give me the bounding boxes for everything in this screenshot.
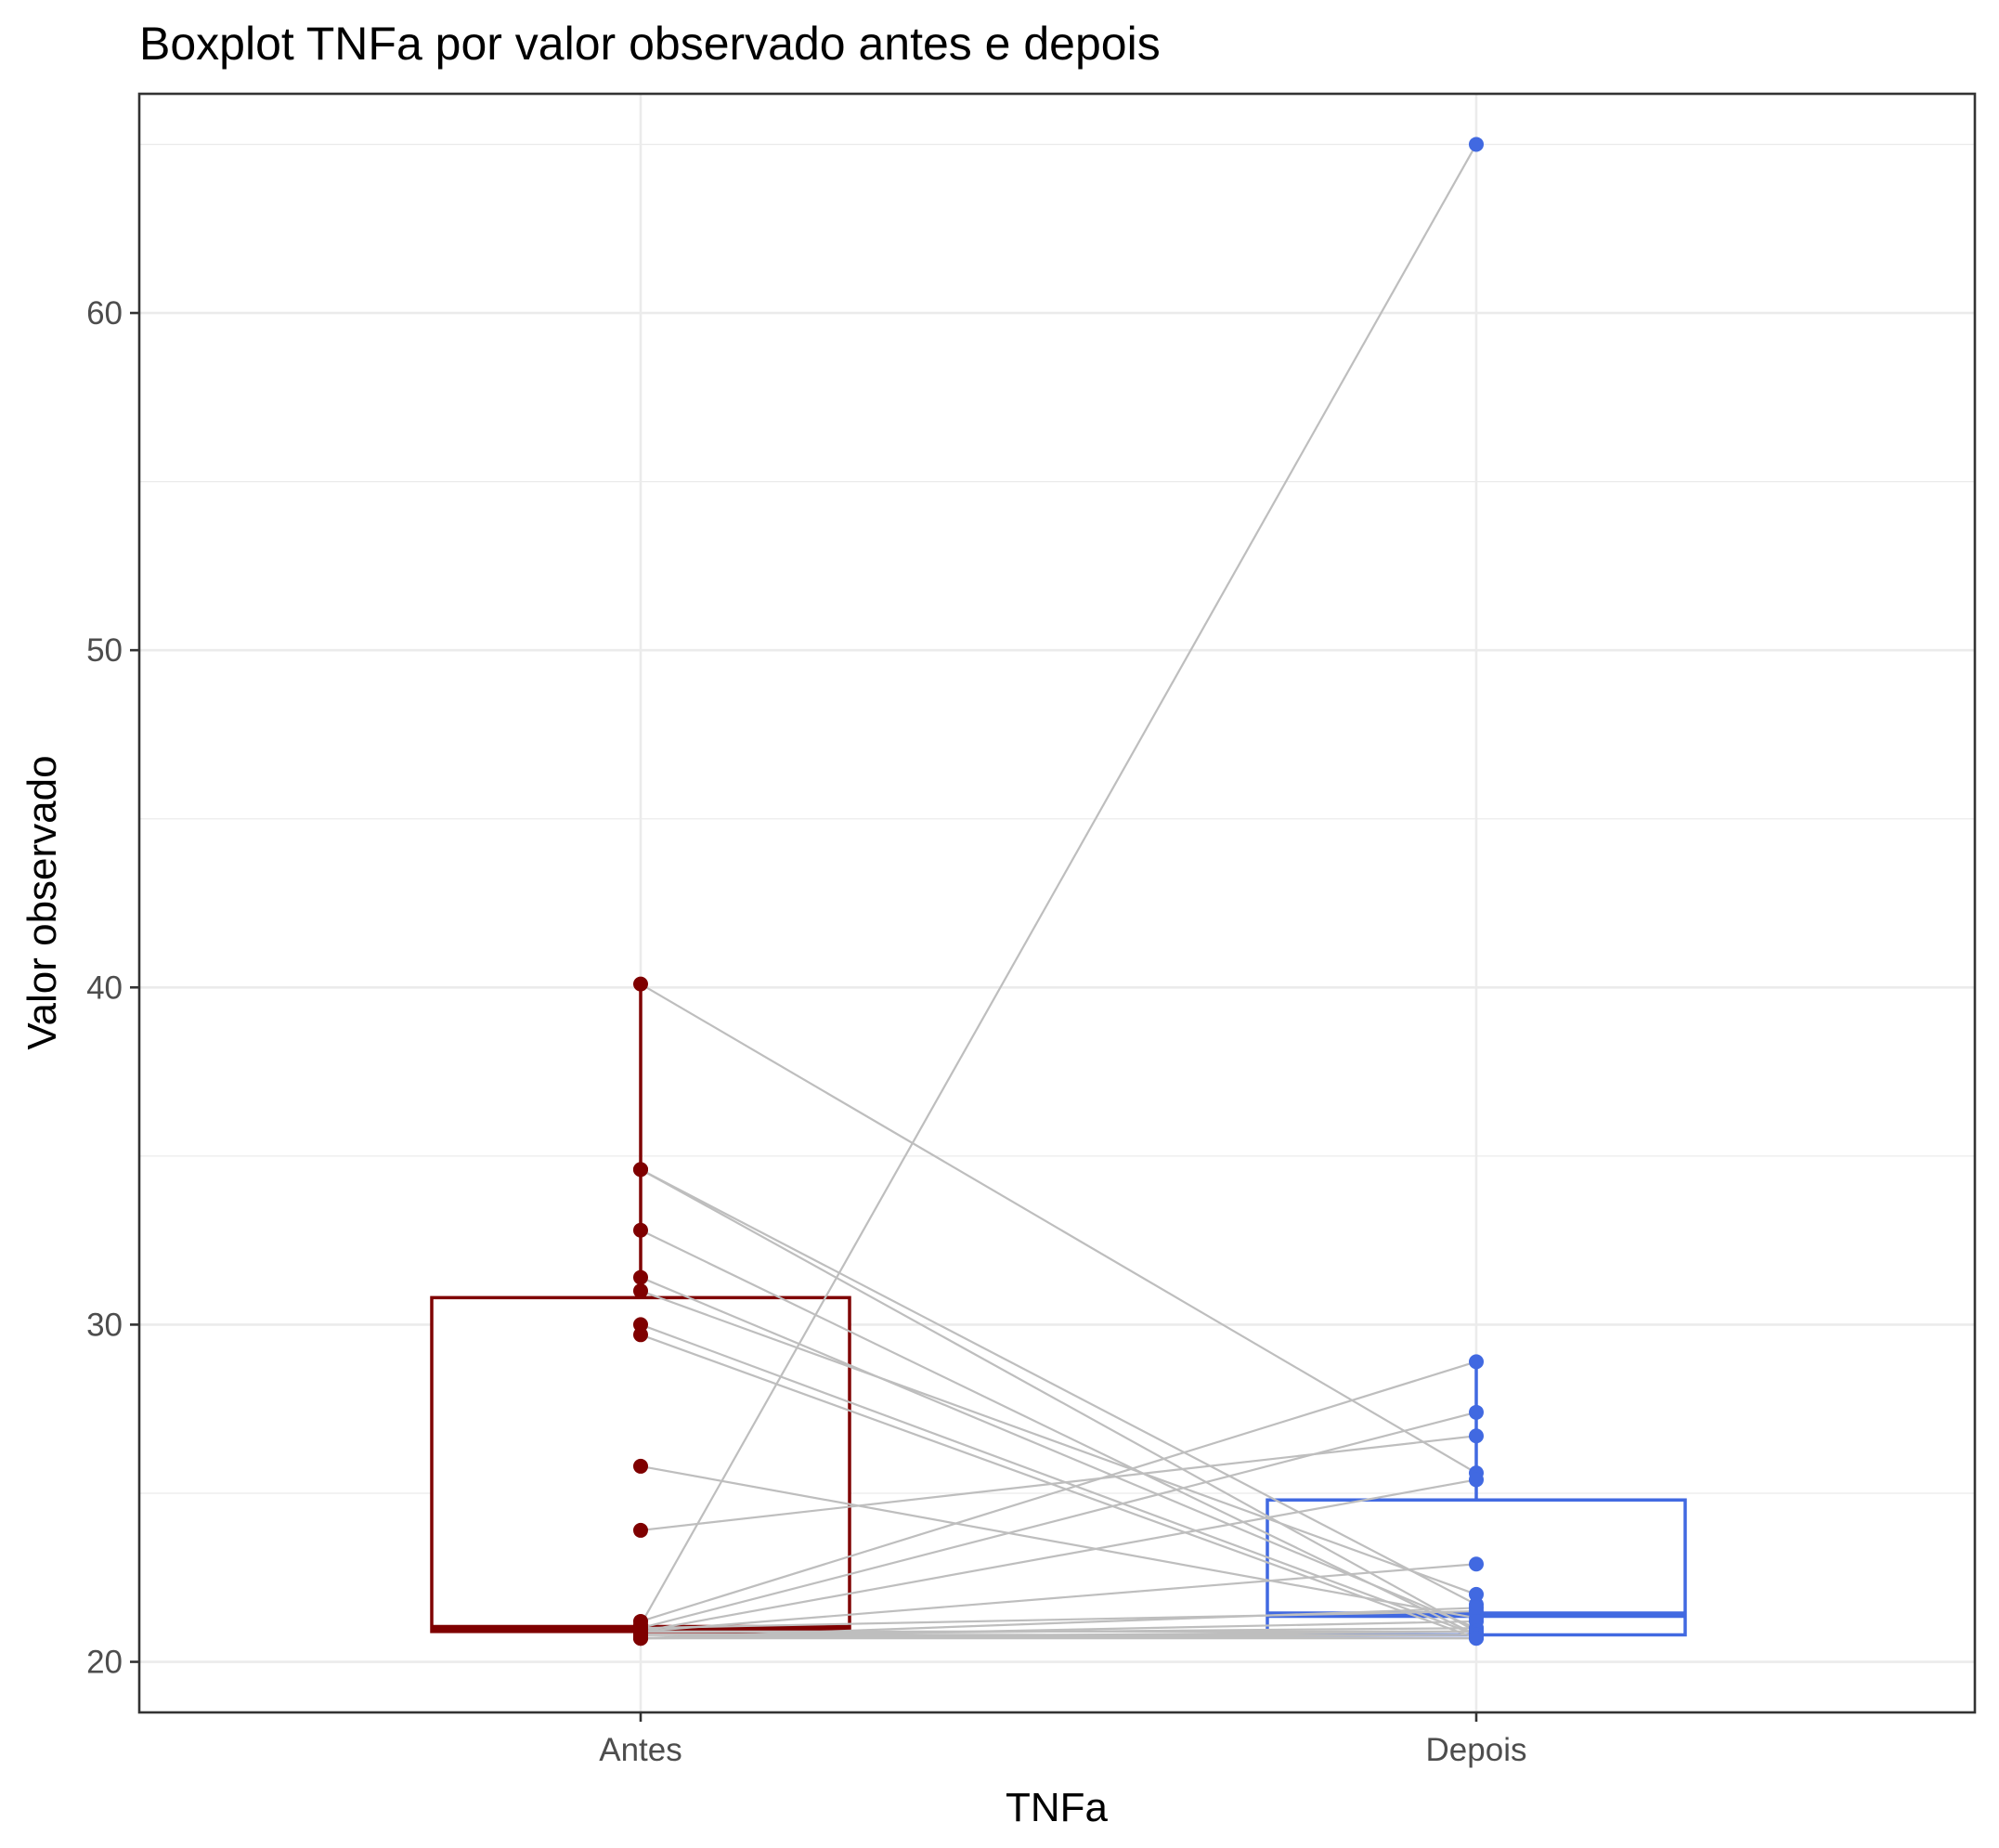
- paired-line: [640, 1620, 1477, 1640]
- y-tick-label: 40: [86, 970, 123, 1006]
- paired-line: [640, 1290, 1477, 1595]
- paired-line: [640, 1464, 1477, 1620]
- paired-line: [640, 1229, 1477, 1636]
- data-point-depois: [1469, 1556, 1484, 1572]
- data-point-depois: [1469, 1586, 1484, 1602]
- data-point-depois: [1469, 1428, 1484, 1444]
- paired-line: [640, 1607, 1477, 1640]
- data-point-depois: [1469, 1354, 1484, 1370]
- data-point-antes: [633, 1269, 648, 1285]
- y-axis-title: Valor observado: [19, 755, 65, 1049]
- data-point-antes: [633, 976, 648, 992]
- data-point-antes: [633, 1631, 648, 1646]
- y-tick-label: 30: [86, 1307, 123, 1343]
- y-tick-label: 60: [86, 295, 123, 332]
- paired-lines: [640, 143, 1477, 1640]
- data-point-antes: [633, 1162, 648, 1178]
- data-points: [633, 137, 1484, 1646]
- data-point-depois: [1469, 1631, 1484, 1646]
- data-point-antes: [633, 1222, 648, 1238]
- chart-title: Boxplot TNFa por valor observado antes e…: [139, 18, 1161, 70]
- plot-panel-border: [137, 92, 1977, 1714]
- data-point-antes: [633, 1522, 648, 1538]
- paired-line: [640, 1478, 1477, 1633]
- paired-line: [640, 1168, 1477, 1633]
- y-tick-label: 20: [86, 1645, 123, 1681]
- data-point-depois: [1469, 1600, 1484, 1616]
- data-point-antes: [633, 1458, 648, 1474]
- paired-line: [640, 1563, 1477, 1633]
- y-tick-label: 50: [86, 632, 123, 669]
- x-axis-title: TNFa: [1006, 1785, 1109, 1830]
- paired-line: [640, 1609, 1477, 1630]
- paired-line: [640, 1276, 1477, 1630]
- data-point-antes: [633, 1327, 648, 1343]
- x-tick-label: Antes: [599, 1732, 682, 1768]
- data-point-antes: [633, 1283, 648, 1299]
- data-point-depois: [1469, 1472, 1484, 1488]
- x-tick-label: Depois: [1426, 1732, 1527, 1768]
- gridlines: [139, 94, 1975, 1712]
- axes: 20 30 40 50 60 Antes Depois: [86, 295, 1526, 1768]
- paired-line: [640, 143, 1477, 1626]
- data-point-depois: [1469, 137, 1484, 152]
- paired-line: [640, 1334, 1477, 1640]
- paired-line: [640, 1435, 1477, 1532]
- paired-line: [640, 1411, 1477, 1630]
- data-point-depois: [1469, 1404, 1484, 1420]
- paired-line: [640, 1360, 1477, 1623]
- boxes: [430, 983, 1687, 1639]
- paired-line: [640, 983, 1477, 1475]
- paired-line: [640, 1168, 1477, 1606]
